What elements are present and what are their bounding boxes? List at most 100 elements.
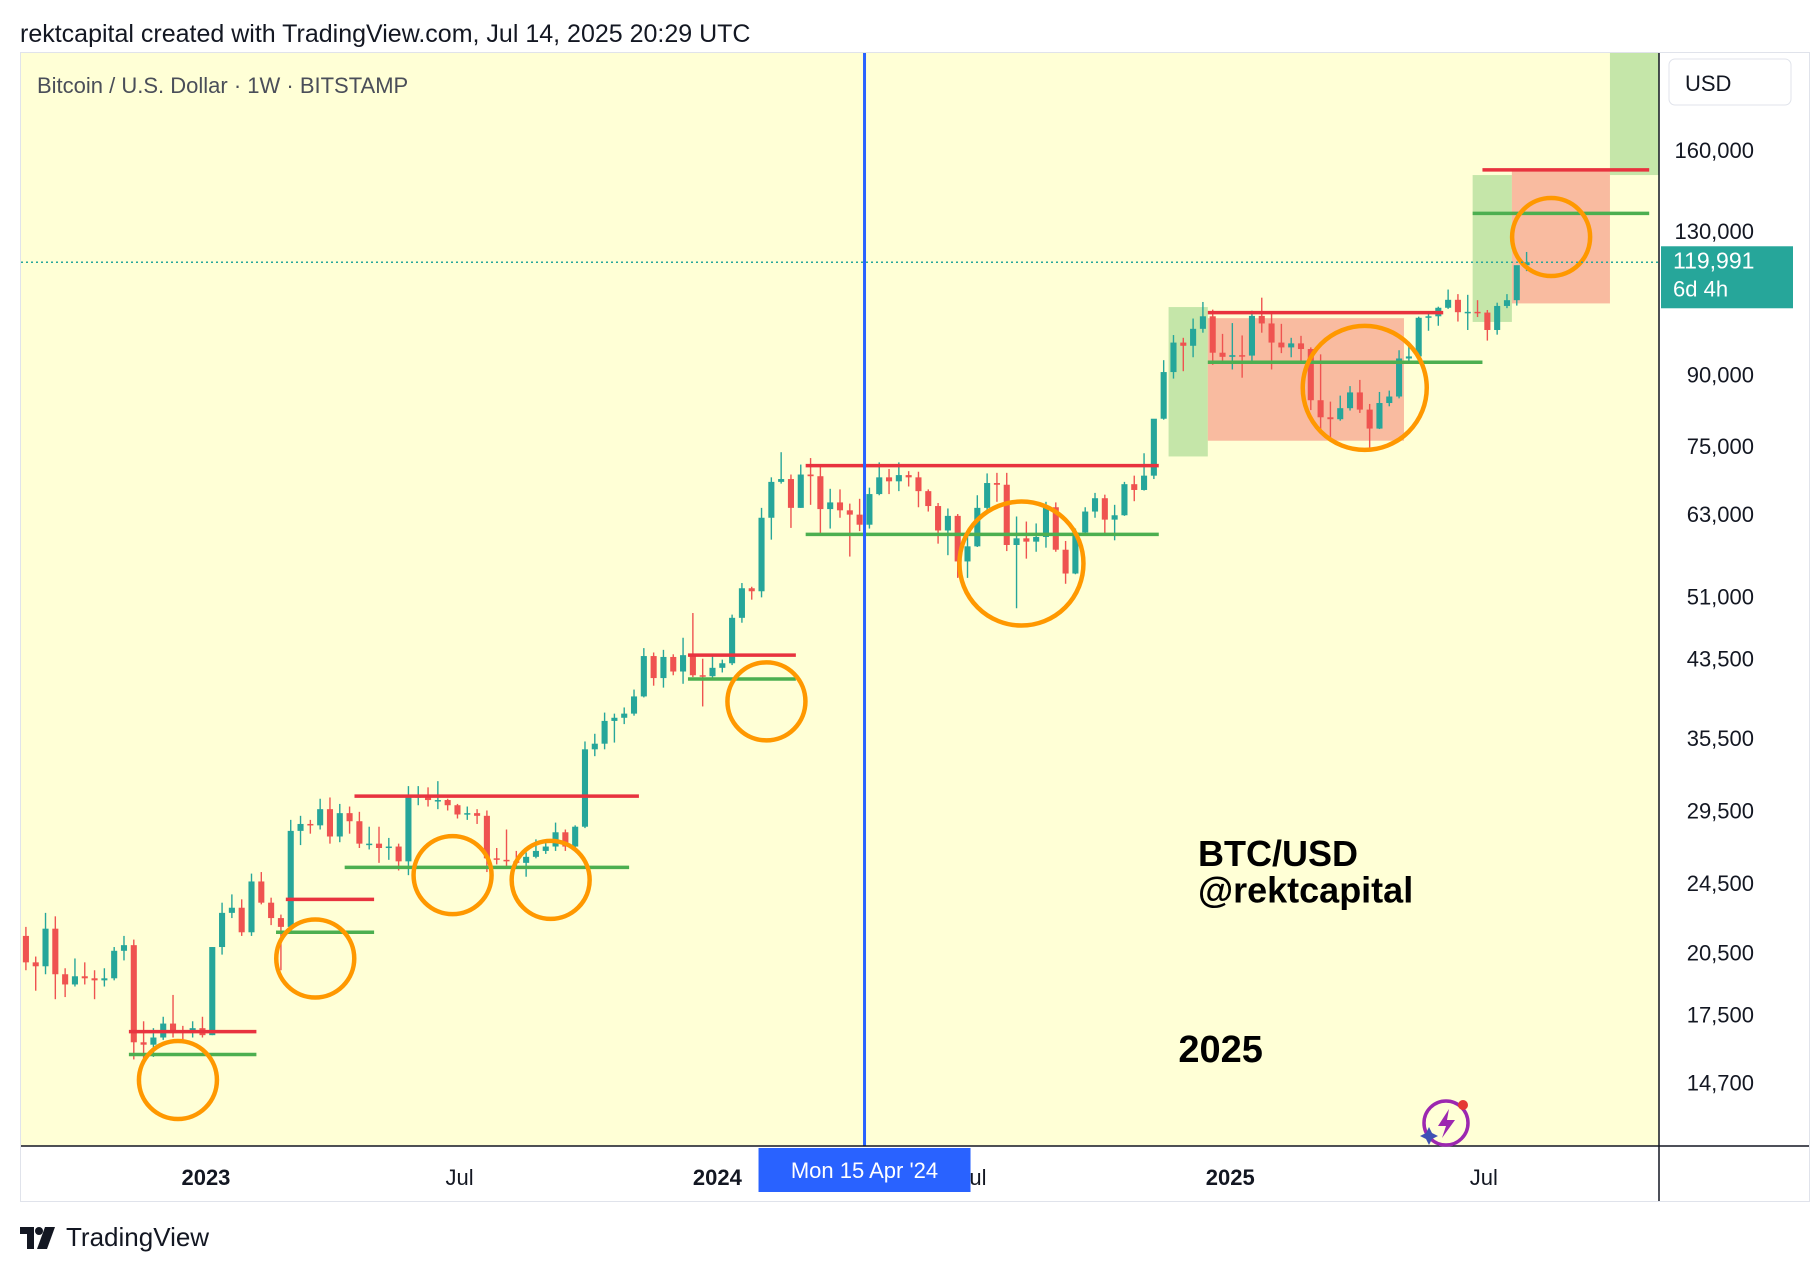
candle-body [1062, 549, 1069, 574]
candle-body [1464, 311, 1471, 314]
candle-body [581, 749, 589, 827]
candle-body [640, 656, 647, 697]
zones-layer [1168, 53, 1659, 457]
candle-body [395, 846, 402, 862]
currency-button-label: USD [1685, 71, 1731, 96]
price-tick-label: 43,500 [1687, 647, 1754, 672]
candle-body [326, 809, 334, 837]
last-price-tag: 119,991 6d 4h [1661, 246, 1793, 309]
candle-body [1376, 403, 1383, 429]
retest-circle [136, 1038, 220, 1122]
price-tick-label: 51,000 [1687, 585, 1754, 610]
candle-body [1042, 507, 1050, 538]
time-tick-label: Jul [446, 1165, 474, 1190]
candle-body [611, 717, 618, 721]
candle-body [817, 476, 824, 510]
candle-body [523, 856, 530, 863]
candle-body [1484, 312, 1491, 330]
candle-body [1131, 484, 1138, 490]
candle-body [356, 821, 363, 844]
candle-body [1494, 305, 1501, 330]
tradingview-logo-icon [20, 1226, 55, 1249]
candle-body [748, 588, 755, 592]
candle-body [81, 976, 88, 979]
candle-body [1297, 343, 1305, 350]
candle-body [493, 858, 500, 860]
candle-body [42, 928, 49, 967]
price-axis[interactable]: 160,000 130,000 90,000 75,000 63,000 51,000 43… [1674, 138, 1754, 1096]
candle-body [1003, 484, 1010, 545]
price-tick-label: 75,000 [1687, 434, 1754, 459]
candle-body [1013, 538, 1020, 545]
candle-body [542, 846, 549, 851]
candle-body [444, 800, 451, 806]
footer-branding: TradingView [20, 1222, 209, 1253]
candle-body [925, 491, 932, 507]
bar-countdown: 6d 4h [1673, 276, 1728, 301]
red-zone [1511, 169, 1610, 304]
retest-circle [1300, 323, 1429, 453]
crosshair-date-tag: Mon 15 Apr '24 [758, 1148, 971, 1192]
candle-body [1052, 507, 1059, 550]
candle-body [169, 1023, 177, 1031]
candle-body [1033, 537, 1040, 542]
retest-circle [1509, 195, 1593, 279]
price-chart[interactable]: BTC/USD@rektcapital 2025 Bitcoin / U.S. D… [21, 53, 1810, 1202]
candle-body [277, 918, 284, 927]
price-tick-label: 90,000 [1687, 363, 1754, 388]
price-tick-label: 20,500 [1687, 941, 1754, 966]
candle-body [836, 502, 844, 511]
time-tick-label: 2025 [1206, 1165, 1255, 1190]
retest-circle [957, 499, 1086, 628]
candle-body [1072, 532, 1079, 574]
candle-body [1248, 315, 1255, 356]
time-tick-label: Jul [1470, 1165, 1498, 1190]
price-tick-label: 160,000 [1674, 138, 1754, 163]
candle-body [32, 962, 39, 967]
candle-body [915, 477, 922, 492]
candle-body [228, 907, 235, 913]
candle-body [1278, 342, 1285, 348]
candle-body [375, 843, 383, 848]
candle-body [886, 477, 893, 482]
candle-body [562, 832, 569, 847]
candle-body [1141, 475, 1148, 490]
price-tick-label: 29,500 [1687, 798, 1754, 823]
currency-button[interactable] [1668, 58, 1792, 106]
candle-body [729, 617, 736, 664]
price-tick-label: 17,500 [1687, 1003, 1754, 1028]
candle-body [385, 846, 392, 849]
retest-circle [411, 833, 494, 917]
annotation-text: BTC/USD [1198, 833, 1358, 874]
candle-body [1190, 328, 1197, 346]
candle-body [846, 510, 853, 515]
candle-body [464, 813, 471, 815]
candle-body [601, 720, 608, 744]
candle-body [719, 663, 726, 668]
candle-body [964, 546, 971, 562]
circles-layer [136, 195, 1593, 1122]
candle-body [787, 479, 794, 508]
candle-body [670, 656, 677, 672]
candle-body [1160, 372, 1167, 419]
candle-body [768, 481, 775, 518]
candle-body [1150, 418, 1157, 476]
candle-body [1023, 538, 1030, 542]
candle-body [1288, 343, 1295, 348]
candle-body [1386, 396, 1393, 404]
green-zone [1472, 175, 1512, 322]
candle-body [856, 514, 863, 525]
candle-body [150, 1037, 157, 1045]
crosshair-date-label: Mon 15 Apr '24 [791, 1158, 938, 1183]
candle-body [944, 515, 951, 531]
last-price-value: 119,991 [1673, 247, 1754, 273]
candle-body [591, 743, 598, 750]
candle-body [1111, 515, 1118, 520]
candle-body [62, 974, 69, 985]
candle-body [1170, 342, 1177, 373]
candle-body [1091, 498, 1099, 512]
candle-body [572, 826, 579, 847]
candle-body [130, 945, 137, 1043]
candle-body [660, 656, 667, 679]
candle-body [405, 797, 412, 862]
